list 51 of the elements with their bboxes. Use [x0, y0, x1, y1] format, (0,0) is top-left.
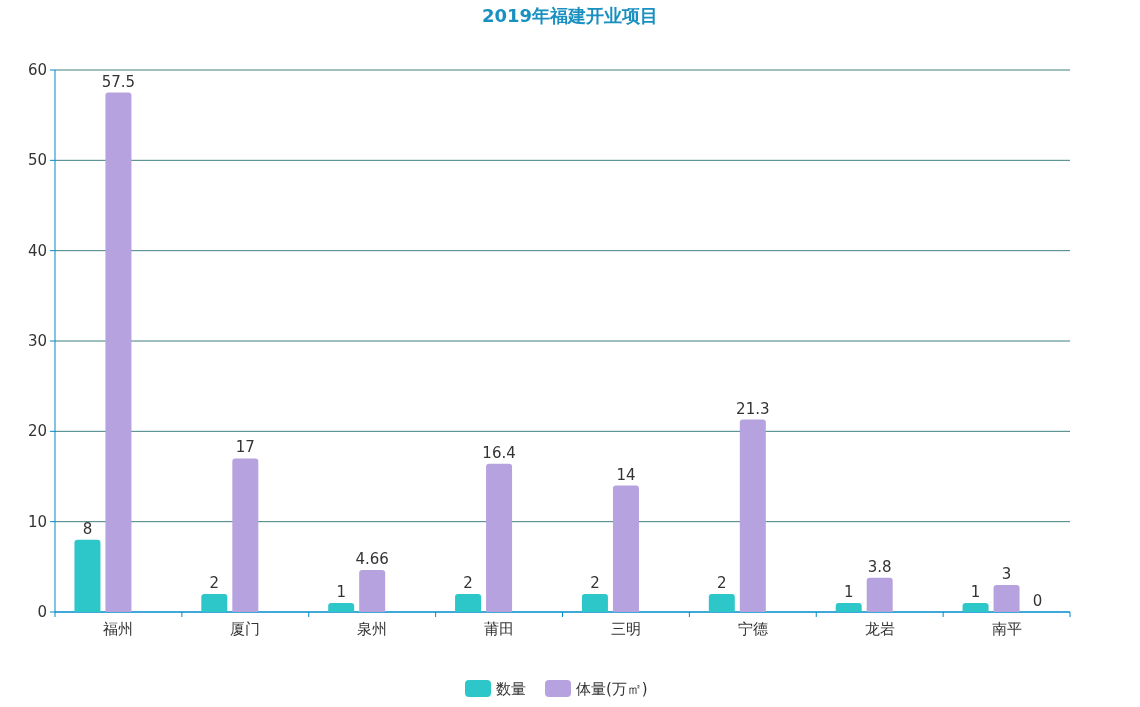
- bar: [201, 593, 228, 612]
- x-tick-label: 福州: [103, 620, 134, 638]
- bar: [105, 92, 132, 612]
- bar: [486, 463, 513, 612]
- y-tick-label: 20: [27, 422, 47, 441]
- bar: [359, 569, 386, 612]
- bar: [328, 602, 355, 612]
- data-label: 4.66: [355, 549, 389, 568]
- y-tick-label: 30: [27, 332, 47, 350]
- x-tick-label: 宁德: [737, 620, 768, 638]
- y-tick-label: 50: [27, 151, 47, 170]
- x-tick-label: 泉州: [357, 620, 388, 638]
- legend-label: 数量: [496, 680, 526, 698]
- data-label: 2: [717, 573, 727, 592]
- y-tick-label: 10: [27, 512, 47, 531]
- bar: [232, 458, 259, 612]
- data-label: 8: [82, 519, 93, 538]
- y-tick-label: 60: [27, 61, 47, 79]
- x-tick-label: 龙岩: [864, 620, 895, 638]
- data-label: 1: [843, 582, 854, 601]
- legend-label: 体量(万㎡): [576, 680, 648, 698]
- chart-title: 2019年福建开业项目: [481, 5, 659, 26]
- data-label: 3.8: [867, 557, 892, 576]
- bar: [74, 539, 101, 612]
- bar: [708, 593, 735, 612]
- data-label: 1: [336, 582, 346, 601]
- data-label: 17: [235, 438, 255, 457]
- bar: [455, 593, 482, 612]
- data-label: 1: [970, 582, 981, 601]
- bar: [962, 602, 989, 612]
- data-label: 2: [209, 573, 220, 592]
- bar: [866, 577, 893, 612]
- bar: [835, 602, 862, 612]
- x-tick-label: 南平: [991, 620, 1022, 638]
- data-label: 14: [616, 465, 636, 484]
- bar: [739, 419, 766, 612]
- data-label: 16.4: [482, 443, 516, 462]
- y-tick-label: 40: [27, 241, 47, 260]
- data-label: 3: [1001, 564, 1012, 583]
- x-tick-label: 三明: [610, 620, 641, 638]
- bar: [612, 485, 639, 612]
- data-label: 21.3: [736, 399, 770, 418]
- annotation: 0: [1032, 592, 1043, 610]
- bar: [993, 584, 1020, 612]
- data-label: 2: [463, 573, 473, 592]
- x-tick-label: 莆田: [484, 620, 515, 638]
- bar: [581, 593, 608, 612]
- y-tick-label: 0: [37, 603, 47, 621]
- x-tick-label: 厦门: [230, 620, 261, 638]
- data-label: 2: [590, 573, 600, 592]
- data-label: 57.5: [101, 72, 136, 91]
